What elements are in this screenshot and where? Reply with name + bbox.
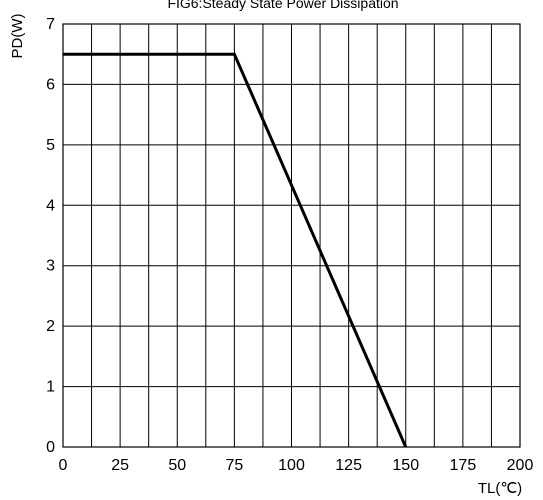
grid [63,24,520,447]
x-tick-label: 200 [507,457,534,474]
x-axis-title: TL(℃) [478,480,522,497]
series [63,52,408,448]
x-tick-label: 0 [59,457,68,474]
tick-labels: 0 25 50 75 100 125 150 175 200 0 1 2 3 4 5 6 7 [46,16,533,474]
y-axis-title: PD(W) [9,14,26,59]
x-tick-label: 150 [392,457,419,474]
y-tick-label: 2 [46,318,55,335]
x-tick-label: 125 [335,457,362,474]
y-tick-label: 0 [46,439,55,456]
y-tick-label: 6 [46,76,55,93]
x-tick-label: 175 [450,457,477,474]
y-tick-label: 1 [46,379,55,396]
chart-title: FIG6:Steady State Power Dissipation [167,0,398,11]
plot-frame [62,23,521,448]
x-tick-label: 75 [225,457,243,474]
y-tick-label: 4 [46,197,55,214]
y-tick-label: 7 [46,16,55,33]
y-tick-label: 3 [46,258,55,275]
y-tick-label: 5 [46,137,55,154]
x-tick-label: 100 [278,457,305,474]
x-tick-label: 25 [111,457,129,474]
series-line [63,52,408,448]
x-tick-label: 50 [168,457,186,474]
